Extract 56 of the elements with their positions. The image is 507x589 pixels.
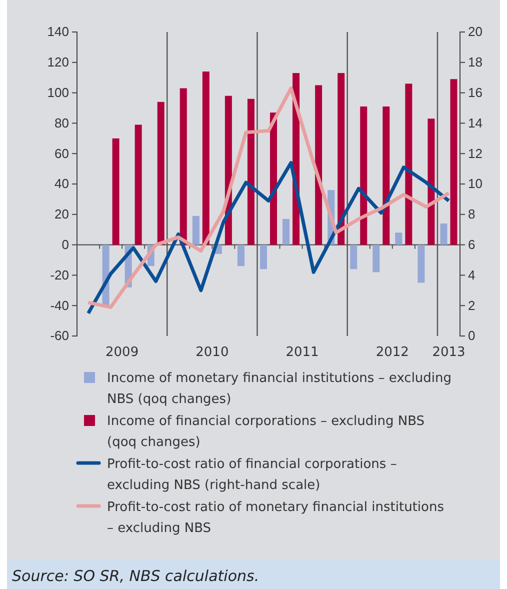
bar bbox=[395, 232, 402, 245]
bar bbox=[382, 106, 390, 245]
bar bbox=[418, 244, 425, 283]
y2-tick-label: 0 bbox=[468, 328, 476, 344]
line-series bbox=[86, 160, 450, 315]
y2-tick-label: 6 bbox=[468, 236, 476, 252]
bar bbox=[440, 224, 448, 245]
bar bbox=[237, 244, 244, 266]
source-note: Source: SO SR, NBS calculations. bbox=[12, 567, 260, 585]
y2-tick-label: 16 bbox=[468, 84, 482, 100]
bar bbox=[134, 124, 142, 245]
x-tick-label: 2009 bbox=[106, 345, 139, 360]
y-tick-label: 80 bbox=[54, 115, 69, 130]
y-tick-label: 40 bbox=[54, 176, 69, 192]
bar bbox=[180, 88, 187, 245]
y2-tick-label: 10 bbox=[468, 176, 482, 192]
y-tick-label: 60 bbox=[54, 146, 69, 161]
x-tick-label: 2012 bbox=[376, 345, 409, 360]
y2-tick-label: 14 bbox=[468, 115, 482, 130]
y-tick-label: 20 bbox=[54, 206, 69, 222]
legend-label: Income of financial corporations – excluding NBS (qoq changes) bbox=[107, 414, 425, 450]
y2-tick-label: 4 bbox=[468, 267, 476, 282]
legend-label: Profit-to-cost ratio of monetary financial institutions – excluding NBS bbox=[107, 500, 444, 536]
x-tick-label: 2013 bbox=[432, 345, 466, 360]
y-tick-label: -60 bbox=[50, 328, 69, 344]
bar bbox=[372, 244, 380, 272]
bar bbox=[428, 118, 435, 245]
bar bbox=[112, 138, 120, 245]
y2-tick-label: 18 bbox=[468, 54, 482, 70]
y-tick-label: 140 bbox=[47, 24, 69, 40]
bar bbox=[338, 73, 345, 245]
bar bbox=[192, 216, 200, 245]
bar bbox=[450, 79, 458, 245]
y2-tick-label: 2 bbox=[468, 298, 476, 313]
legend-label: Profit-to-cost ratio of financial corporations – excluding NBS (right-hand scale) bbox=[107, 457, 397, 493]
y2-tick-label: 8 bbox=[468, 206, 476, 222]
line-series bbox=[86, 86, 450, 309]
bar bbox=[282, 218, 290, 245]
x-tick-label: 2011 bbox=[286, 345, 319, 360]
legend-label: Income of monetary financial institutions – excluding NBS (qoq changes) bbox=[107, 371, 452, 407]
y-tick-label: -40 bbox=[50, 298, 69, 313]
bar bbox=[202, 72, 210, 245]
x-tick-label: 2010 bbox=[196, 345, 229, 360]
bar bbox=[247, 98, 254, 245]
bar bbox=[405, 84, 412, 245]
y2-tick-label: 20 bbox=[468, 24, 482, 40]
y-tick-label: 0 bbox=[62, 236, 69, 252]
y-tick-label: 120 bbox=[47, 54, 69, 70]
y-tick-label: 100 bbox=[47, 84, 69, 100]
bar bbox=[260, 244, 267, 270]
y-tick-label: -20 bbox=[50, 267, 69, 282]
bar bbox=[157, 102, 164, 245]
bar bbox=[350, 244, 358, 270]
y2-tick-label: 12 bbox=[468, 146, 482, 161]
bar bbox=[315, 85, 322, 245]
bar bbox=[360, 106, 368, 245]
